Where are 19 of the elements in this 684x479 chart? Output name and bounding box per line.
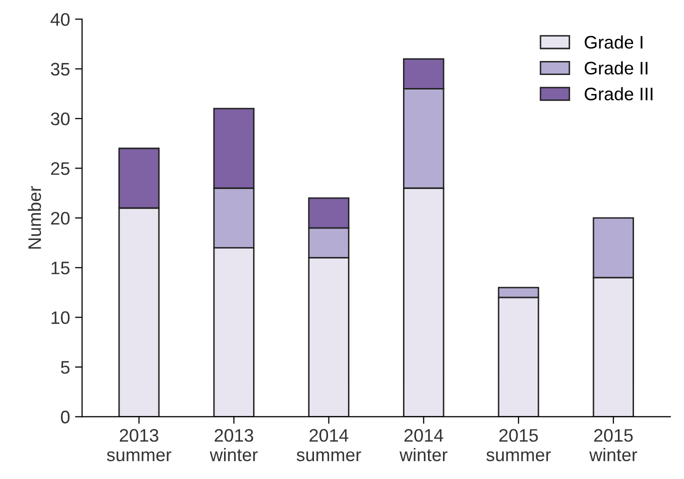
y-tick-label: 0: [60, 410, 70, 424]
x-tick-label: 2013 winter: [210, 429, 258, 462]
y-tick-label: 35: [50, 62, 70, 76]
x-tick-label: 2014 summer: [296, 429, 362, 462]
y-axis-title: Number: [28, 186, 42, 249]
y-tick-label: 5: [60, 361, 70, 374]
y-tick-label: 25: [51, 162, 70, 175]
legend-label: Grade II: [584, 61, 648, 75]
legend-label: Grade III: [584, 87, 652, 100]
y-tick-label: 30: [50, 112, 70, 126]
y-tick-label: 10: [52, 311, 70, 324]
legend-label: Grade I: [584, 35, 642, 49]
x-tick-label: 2014 winter: [400, 429, 448, 462]
y-tick-label: 15: [52, 262, 70, 274]
x-tick-label: 2015 winter: [589, 429, 638, 462]
x-tick-label: 2013 summer: [106, 429, 172, 462]
x-tick-label: 2015 summer: [486, 429, 551, 462]
y-tick-label: 20: [51, 212, 70, 225]
y-tick-label: 40: [50, 13, 70, 26]
